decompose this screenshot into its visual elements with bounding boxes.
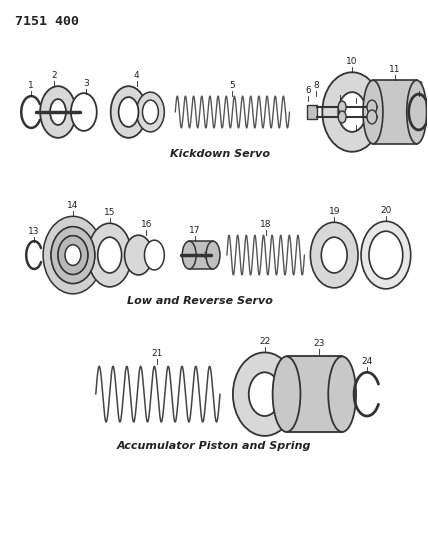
Ellipse shape	[51, 227, 95, 284]
Ellipse shape	[249, 373, 281, 416]
Ellipse shape	[321, 237, 347, 273]
Ellipse shape	[369, 231, 403, 279]
Ellipse shape	[206, 241, 220, 269]
Text: 23: 23	[314, 340, 325, 349]
Text: 22: 22	[259, 337, 270, 346]
Ellipse shape	[338, 101, 346, 113]
Text: 7: 7	[337, 85, 343, 94]
Text: 5: 5	[229, 81, 235, 90]
Text: 24: 24	[361, 357, 373, 366]
Text: 18: 18	[260, 220, 271, 229]
Text: 19: 19	[328, 207, 340, 216]
Text: 11: 11	[389, 65, 401, 74]
Ellipse shape	[367, 100, 377, 114]
Text: 7151 400: 7151 400	[15, 14, 79, 28]
Text: 8: 8	[313, 81, 319, 90]
Ellipse shape	[125, 235, 152, 275]
Ellipse shape	[88, 223, 131, 287]
Ellipse shape	[338, 92, 366, 132]
Text: Kickdown Servo: Kickdown Servo	[170, 149, 270, 159]
Ellipse shape	[143, 100, 158, 124]
Ellipse shape	[137, 92, 164, 132]
Text: 10: 10	[346, 58, 358, 66]
Ellipse shape	[338, 111, 346, 123]
Ellipse shape	[322, 72, 382, 152]
Ellipse shape	[273, 357, 300, 432]
Ellipse shape	[50, 99, 66, 125]
Ellipse shape	[98, 237, 122, 273]
Text: 17: 17	[189, 226, 201, 235]
Bar	[286, 357, 342, 432]
Ellipse shape	[310, 222, 358, 288]
Ellipse shape	[71, 93, 97, 131]
Text: 3: 3	[83, 79, 89, 88]
Ellipse shape	[233, 352, 297, 436]
Ellipse shape	[51, 227, 95, 284]
Bar	[189, 241, 213, 269]
Text: 6: 6	[306, 86, 311, 95]
Text: 1: 1	[28, 81, 34, 90]
Ellipse shape	[40, 86, 76, 138]
Ellipse shape	[363, 80, 383, 144]
Ellipse shape	[111, 86, 146, 138]
Ellipse shape	[119, 97, 139, 127]
Ellipse shape	[43, 216, 103, 294]
Text: 16: 16	[141, 220, 152, 229]
Text: 14: 14	[67, 201, 79, 211]
Ellipse shape	[328, 357, 356, 432]
Ellipse shape	[58, 236, 88, 274]
Text: 2: 2	[51, 71, 57, 80]
Text: 21: 21	[152, 350, 163, 358]
Text: 15: 15	[104, 208, 116, 217]
Ellipse shape	[407, 80, 427, 144]
Bar	[373, 80, 417, 144]
Text: 4: 4	[134, 71, 140, 80]
Text: 13: 13	[28, 227, 40, 236]
Ellipse shape	[182, 241, 196, 269]
Ellipse shape	[145, 240, 164, 270]
Text: 12: 12	[413, 81, 424, 90]
Text: Low and Reverse Servo: Low and Reverse Servo	[127, 296, 273, 306]
Text: 9: 9	[353, 88, 359, 97]
Bar	[307, 105, 317, 119]
Text: Accumulator Piston and Spring: Accumulator Piston and Spring	[117, 441, 311, 451]
Ellipse shape	[58, 236, 88, 274]
Text: 9: 9	[353, 115, 359, 124]
Ellipse shape	[65, 245, 81, 265]
Text: 20: 20	[380, 206, 392, 215]
Ellipse shape	[361, 221, 411, 289]
Ellipse shape	[367, 110, 377, 124]
